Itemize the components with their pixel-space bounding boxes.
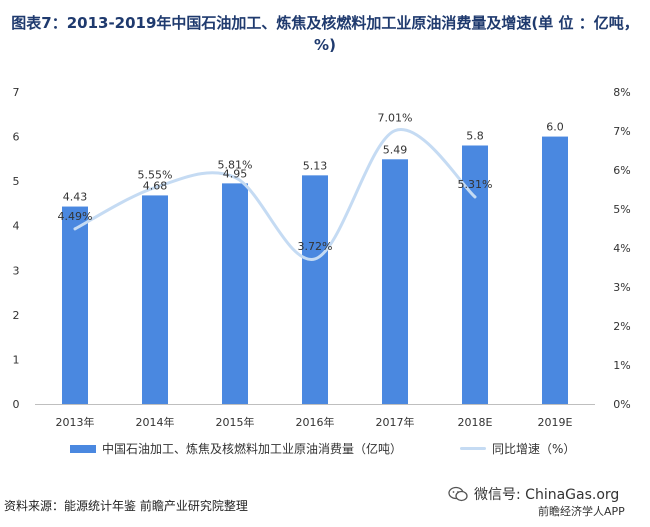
legend: 中国石油加工、炼焦及核燃料加工业原油消费量（亿吨） 同比增速（%） (0, 440, 650, 464)
bar-2017年 (382, 159, 408, 404)
wechat-label: 微信号: ChinaGas.org (474, 487, 620, 503)
right-axis-tick-label: 3% (613, 281, 630, 294)
bar-2019E (542, 136, 568, 405)
bar-value-label: 4.95 (223, 167, 248, 180)
line-value-label: 5.81% (218, 158, 253, 171)
left-axis: 0 1 2 3 4 5 6 7 (13, 86, 20, 411)
x-axis-tick-labels: 2013年 2014年 2015年 2016年 2017年 2018E 2019E (56, 415, 573, 429)
x-tick-label: 2016年 (296, 415, 335, 429)
bar-value-label: 5.13 (303, 159, 328, 172)
x-tick-label: 2013年 (56, 415, 95, 429)
bar-2013年 (62, 206, 88, 404)
growth-rate-line (73, 128, 477, 261)
combo-chart: 0 1 2 3 4 5 6 7 0% 1% 2% 3% 4% 5% 6% 7% 8% 4.43 4.68 4.95… (13, 86, 631, 429)
bar-2014年 (142, 195, 168, 404)
right-axis-tick-label: 2% (613, 320, 630, 333)
line-value-labels: 4.49% 5.55% 5.81% 3.72% 7.01% 5.31% (58, 112, 493, 253)
right-axis-tick-label: 5% (613, 203, 630, 216)
wechat-icon (448, 486, 468, 502)
right-axis-tick-label: 8% (613, 86, 630, 99)
bar-2016年 (302, 175, 328, 404)
bar-2015年 (222, 183, 248, 404)
right-axis: 0% 1% 2% 3% 4% 5% 6% 7% 8% (613, 86, 630, 411)
bar-value-label: 6.0 (546, 121, 564, 134)
chart-title: 图表7：2013-2019年中国石油加工、炼焦及核燃料加工业原油消费量及增速(单… (11, 14, 639, 54)
line-series (73, 128, 477, 261)
legend-label-line: 同比增速（%） (492, 442, 576, 456)
bar-value-label: 4.43 (63, 191, 88, 204)
source-note: 资料来源：能源统计年鉴 前瞻产业研究院整理 (4, 499, 248, 513)
left-axis-tick-label: 4 (13, 220, 20, 233)
x-tick-label: 2019E (538, 416, 573, 429)
left-axis-tick-label: 6 (13, 131, 20, 144)
right-axis-tick-label: 4% (613, 242, 630, 255)
bar-value-label: 4.68 (143, 179, 168, 192)
left-axis-tick-label: 3 (13, 264, 20, 277)
line-value-label: 5.31% (458, 178, 493, 191)
wechat-watermark: 微信号: ChinaGas.org (448, 484, 619, 504)
legend-swatch-line (460, 447, 486, 450)
line-value-label: 7.01% (378, 112, 413, 125)
line-value-label: 3.72% (298, 240, 333, 253)
x-tick-label: 2015年 (216, 415, 255, 429)
bar-series (62, 136, 568, 405)
legend-swatch-bar (70, 444, 96, 453)
chart-area: 0 1 2 3 4 5 6 7 0% 1% 2% 3% 4% 5% 6% 7% 8% 4.43 4.68 4.95… (0, 75, 650, 440)
x-tick-label: 2014年 (136, 415, 175, 429)
left-axis-tick-label: 2 (13, 309, 20, 322)
x-tick-label: 2017年 (376, 415, 415, 429)
left-axis-tick-label: 0 (13, 398, 20, 411)
left-axis-tick-label: 7 (13, 86, 20, 99)
bar-value-label: 5.8 (466, 129, 484, 142)
left-axis-tick-label: 5 (13, 175, 20, 188)
right-axis-tick-label: 7% (613, 125, 630, 138)
legend-item-line[interactable]: 同比增速（%） (460, 440, 575, 457)
legend-label-bar: 中国石油加工、炼焦及核燃料加工业原油消费量（亿吨） (102, 442, 403, 456)
bar-value-labels: 4.43 4.68 4.95 5.13 5.49 5.8 6.0 (63, 121, 564, 204)
right-axis-tick-label: 6% (613, 164, 630, 177)
legend-item-bar[interactable]: 中国石油加工、炼焦及核燃料加工业原油消费量（亿吨） (70, 440, 402, 457)
x-tick-label: 2018E (458, 416, 493, 429)
app-label: 前瞻经济学人APP (538, 505, 625, 518)
left-axis-tick-label: 1 (13, 353, 20, 366)
right-axis-tick-label: 0% (613, 398, 630, 411)
bar-value-label: 5.49 (383, 143, 408, 156)
line-value-label: 5.55% (138, 169, 173, 182)
right-axis-tick-label: 1% (613, 359, 630, 372)
line-value-label: 4.49% (58, 210, 93, 223)
